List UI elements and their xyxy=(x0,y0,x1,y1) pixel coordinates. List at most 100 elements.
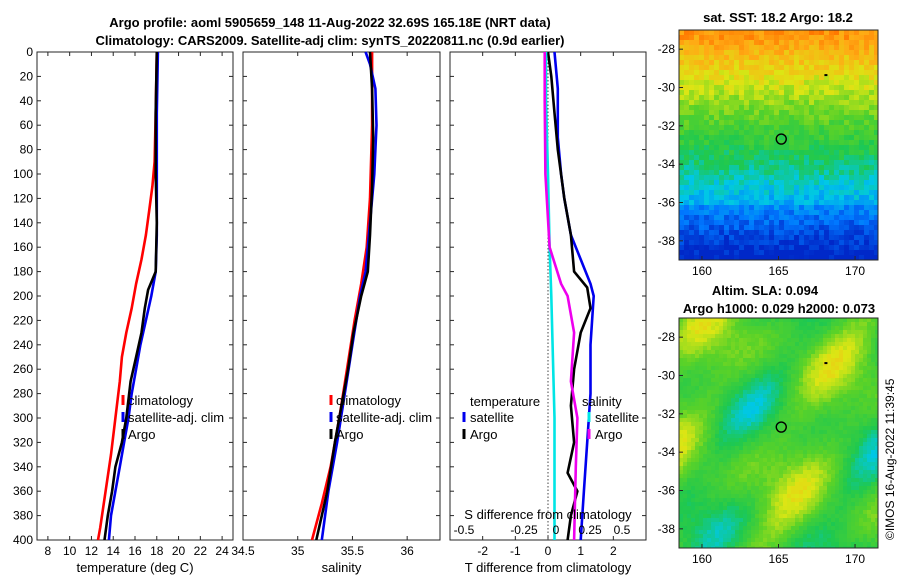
map-cell xyxy=(807,478,812,483)
map-cell xyxy=(815,430,820,435)
map-cell xyxy=(847,522,852,527)
map-cell xyxy=(874,235,879,241)
map-cell xyxy=(694,75,700,81)
map-cell xyxy=(855,414,860,419)
map-cell xyxy=(735,478,740,483)
map-cell xyxy=(864,55,870,61)
map-cell xyxy=(787,422,792,427)
map-cell xyxy=(734,195,740,201)
map-cell xyxy=(803,430,808,435)
map-cell xyxy=(691,422,696,427)
map-cell xyxy=(691,534,696,539)
map-cell xyxy=(849,140,855,146)
map-cell xyxy=(719,498,724,503)
map-cell xyxy=(847,514,852,519)
map-cell xyxy=(715,338,720,343)
map-cell xyxy=(727,470,732,475)
map-cell xyxy=(779,135,785,141)
map-cell xyxy=(783,370,788,375)
map-cell xyxy=(835,406,840,411)
map-cell xyxy=(743,390,748,395)
map-cell xyxy=(769,230,775,236)
map-cell xyxy=(751,538,756,543)
map-cell xyxy=(855,322,860,327)
map-cell xyxy=(839,220,845,226)
map-cell xyxy=(874,225,879,231)
map-cell xyxy=(867,330,872,335)
map-cell xyxy=(709,250,715,256)
map-cell xyxy=(689,100,695,106)
map-cell xyxy=(859,140,865,146)
map-cell xyxy=(714,155,720,161)
map-cell xyxy=(804,60,810,66)
map-cell xyxy=(735,482,740,487)
map-cell xyxy=(807,486,812,491)
map-cell xyxy=(727,330,732,335)
map-cell xyxy=(694,105,700,111)
map-cell xyxy=(829,75,835,81)
map-cell xyxy=(795,326,800,331)
map-cell xyxy=(815,322,820,327)
map-cell xyxy=(794,175,800,181)
map-cell xyxy=(764,90,770,96)
map-cell xyxy=(874,205,879,211)
map-cell xyxy=(679,255,685,261)
map-cell xyxy=(844,245,850,251)
map-cell xyxy=(829,145,835,151)
map-cell xyxy=(875,418,879,423)
map-cell xyxy=(799,75,805,81)
map-cell xyxy=(679,514,684,519)
map-cell xyxy=(775,434,780,439)
map-cell xyxy=(843,378,848,383)
map-cell xyxy=(871,386,876,391)
map-cell xyxy=(859,130,865,136)
map-cell xyxy=(791,442,796,447)
map-cell xyxy=(791,502,796,507)
map-cell xyxy=(699,454,704,459)
map-cell xyxy=(827,326,832,331)
map-cell xyxy=(747,358,752,363)
map-cell xyxy=(843,542,848,547)
map-cell xyxy=(775,430,780,435)
map-cell xyxy=(799,125,805,131)
map-cell xyxy=(859,366,864,371)
map-cell xyxy=(724,245,730,251)
map-cell xyxy=(827,442,832,447)
map-cell xyxy=(811,534,816,539)
map-cell xyxy=(803,514,808,519)
map-cell xyxy=(683,494,688,499)
map-cell xyxy=(699,90,705,96)
map-cell xyxy=(867,538,872,543)
map-cell xyxy=(784,225,790,231)
map-cell xyxy=(863,406,868,411)
y-tick-label: 380 xyxy=(13,509,33,523)
map-cell xyxy=(807,534,812,539)
map-cell xyxy=(843,506,848,511)
map-cell xyxy=(749,230,755,236)
map-cell xyxy=(715,330,720,335)
map-cell xyxy=(854,175,860,181)
map-cell xyxy=(751,542,756,547)
map-cell xyxy=(783,530,788,535)
map-cell xyxy=(755,370,760,375)
map-cell xyxy=(854,95,860,101)
map-y-tick-label: -32 xyxy=(658,119,676,133)
map-cell xyxy=(789,210,795,216)
map-cell xyxy=(831,410,836,415)
map-cell xyxy=(755,462,760,467)
map-cell xyxy=(847,502,852,507)
map-cell xyxy=(739,245,745,251)
map-cell xyxy=(699,140,705,146)
map-cell xyxy=(731,506,736,511)
map-cell xyxy=(767,506,772,511)
map-cell xyxy=(835,346,840,351)
map-cell xyxy=(744,60,750,66)
map-cell xyxy=(869,135,875,141)
map-cell xyxy=(691,406,696,411)
map-cell xyxy=(827,398,832,403)
map-cell xyxy=(759,474,764,479)
map-cell xyxy=(783,350,788,355)
map-cell xyxy=(823,402,828,407)
map-cell xyxy=(855,370,860,375)
map-cell xyxy=(754,155,760,161)
